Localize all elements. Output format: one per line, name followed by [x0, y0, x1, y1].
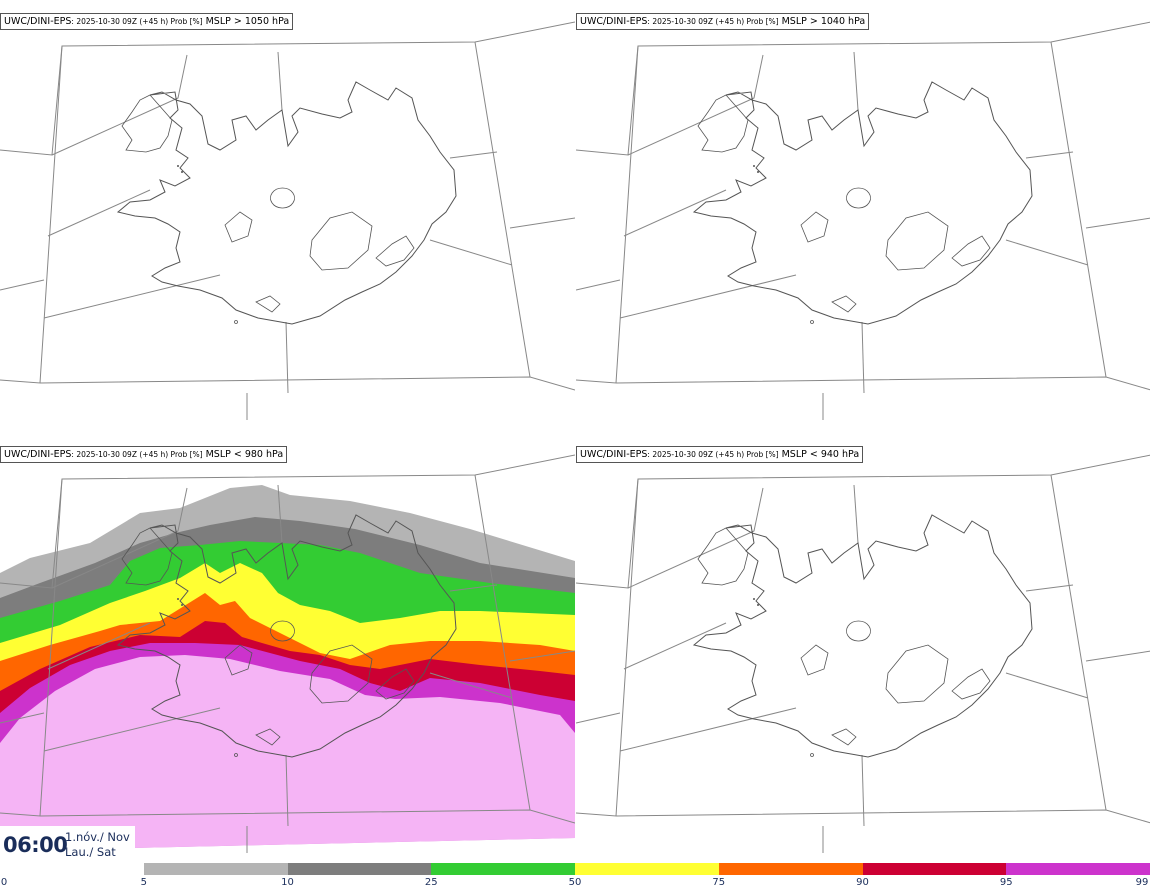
map-panel-mslp-gt-1040: UWC/DINI-EPS: 2025-10-30 09Z (+45 h) Pro…: [576, 0, 1150, 433]
colorbar-tick-50: 50: [568, 877, 582, 888]
iceland-map-980: [0, 454, 575, 866]
iceland-map-1040: [576, 21, 1150, 421]
panel-model: UWC/DINI-EPS: [4, 449, 72, 460]
panel-model: UWC/DINI-EPS: [580, 449, 648, 460]
colorbar-tick-5: 5: [140, 877, 147, 888]
colorbar-segment-10-25: [287, 863, 432, 875]
panel-run: : 2025-10-30 09Z (+45 h) Prob [%]: [647, 450, 779, 459]
panel-run: : 2025-10-30 09Z (+45 h) Prob [%]: [71, 450, 203, 459]
panel-model: UWC/DINI-EPS: [4, 16, 72, 27]
panel-model: UWC/DINI-EPS: [580, 16, 648, 27]
prob-lower-mask: [0, 838, 575, 866]
valid-date-line1: 1.nóv./ Nov: [65, 830, 130, 844]
colorbar-segment-75-90: [718, 863, 863, 875]
prob-band-99: [0, 655, 575, 851]
colorbar-segment-95-99: [1006, 863, 1150, 875]
iceland-map-940: [576, 454, 1150, 854]
panel-title: UWC/DINI-EPS: 2025-10-30 09Z (+45 h) Pro…: [576, 13, 870, 30]
colorbar-segment-50-75: [575, 863, 720, 875]
panel-variable: MSLP > 1050 hPa: [202, 16, 290, 27]
map-panel-mslp-gt-1050: UWC/DINI-EPS: 2025-10-30 09Z (+45 h) Pro…: [0, 0, 575, 433]
panel-run: : 2025-10-30 09Z (+45 h) Prob [%]: [647, 17, 779, 26]
colorbar-tick-75: 75: [712, 877, 726, 888]
colorbar-tick-10: 10: [281, 877, 294, 888]
colorbar-tick-99: 99: [1135, 877, 1149, 888]
panel-run: : 2025-10-30 09Z (+45 h) Prob [%]: [71, 17, 203, 26]
colorbar-tick-95: 95: [999, 877, 1013, 888]
valid-date-line2: Lau./ Sat: [65, 845, 116, 859]
panel-variable: MSLP < 940 hPa: [778, 449, 860, 460]
colorbar-tick-90: 90: [856, 877, 869, 888]
colorbar: 0 5 10 25 50 75 90 95 99: [0, 863, 1150, 891]
panel-variable: MSLP < 980 hPa: [202, 449, 284, 460]
colorbar-segment-0-5: [0, 863, 145, 875]
panel-title: UWC/DINI-EPS: 2025-10-30 09Z (+45 h) Pro…: [576, 446, 864, 463]
colorbar-tick-25: 25: [424, 877, 438, 888]
map-panel-mslp-lt-940: UWC/DINI-EPS: 2025-10-30 09Z (+45 h) Pro…: [576, 433, 1150, 866]
map-frame-lines: [576, 21, 1150, 421]
valid-time-box: 06:00 1.nóv./ Nov Lau./ Sat: [0, 826, 135, 862]
panel-variable: MSLP > 1040 hPa: [778, 16, 866, 27]
iceland-map-1050: [0, 21, 575, 421]
probability-field: [0, 485, 575, 866]
panel-title: UWC/DINI-EPS: 2025-10-30 09Z (+45 h) Pro…: [0, 13, 294, 30]
colorbar-segment-25-50: [431, 863, 576, 875]
colorbar-segment-5-10: [143, 863, 288, 875]
colorbar-segment-90-95: [862, 863, 1007, 875]
panel-title: UWC/DINI-EPS: 2025-10-30 09Z (+45 h) Pro…: [0, 446, 288, 463]
map-frame-lines: [576, 454, 1150, 854]
map-panel-mslp-lt-980: UWC/DINI-EPS: 2025-10-30 09Z (+45 h) Pro…: [0, 433, 575, 866]
colorbar-tick-0: 0: [0, 877, 8, 888]
valid-time: 06:00: [3, 833, 68, 857]
map-frame-lines: [0, 21, 575, 421]
